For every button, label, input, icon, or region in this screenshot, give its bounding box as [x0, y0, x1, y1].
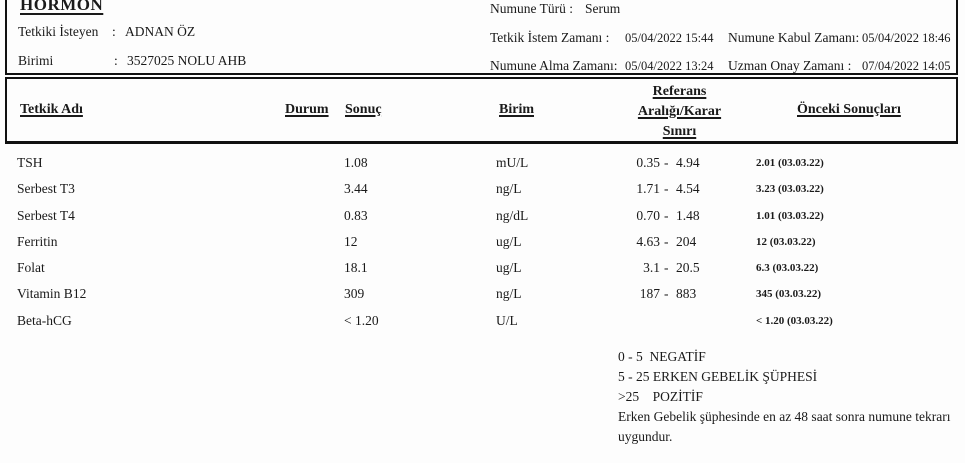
ref-low: 0.35 — [636, 155, 660, 170]
results-table: TSH 1.08 mU/L 0.35 - 4.94 2.01 (03.03.22… — [0, 150, 965, 334]
approval-time-label: Uzman Onay Zamanı : — [728, 58, 852, 73]
ref-dash: - — [664, 181, 669, 197]
ref-high: 4.54 — [676, 181, 700, 197]
requester-value: ADNAN ÖZ — [125, 24, 196, 39]
table-row: Beta-hCG < 1.20 U/L < 1.20 (03.03.22) — [0, 308, 965, 334]
sample-type-label: Numune Türü : — [490, 1, 573, 16]
ref-low: 4.63 — [636, 233, 660, 249]
accept-time-value: 05/04/2022 18:46 — [862, 31, 951, 45]
test-name: Beta-hCG — [17, 312, 72, 328]
test-result: 0.83 — [344, 207, 368, 223]
table-row: Folat 18.1 ug/L 3.1 - 20.5 6.3 (03.03.22… — [0, 255, 965, 281]
test-name: Vitamin B12 — [17, 286, 87, 302]
test-name: Serbest T4 — [17, 207, 75, 223]
previous-result: < 1.20 (03.03.22) — [756, 314, 833, 327]
table-header-box: Tetkik Adı Durum Sonuç Birim Referans Ar… — [5, 77, 958, 144]
ref-dash: - — [664, 260, 669, 276]
approval-time-value: 07/04/2022 14:05 — [862, 59, 951, 73]
column-reference-line1: Referans — [652, 84, 707, 99]
test-unit: ng/L — [496, 286, 522, 302]
column-reference: Referans Aralığı/Karar Sınırı — [602, 82, 757, 142]
ref-dash: - — [664, 155, 669, 170]
ref-high: 1.48 — [676, 207, 700, 223]
request-time-label: Tetkik İstem Zamanı : — [490, 30, 610, 45]
test-unit: mU/L — [496, 155, 529, 170]
test-result: 18.1 — [344, 260, 368, 276]
test-unit: ng/L — [496, 181, 522, 197]
ref-low: 1.71 — [636, 181, 660, 197]
test-name: Ferritin — [17, 233, 58, 249]
previous-result: 345 (03.03.22) — [756, 288, 822, 301]
test-unit: ug/L — [496, 260, 522, 276]
test-unit: ug/L — [496, 233, 522, 249]
previous-result: 1.01 (03.03.22) — [756, 209, 824, 222]
column-status: Durum — [285, 102, 329, 117]
column-reference-line3: Sınırı — [662, 124, 697, 139]
test-result: 3.44 — [344, 181, 368, 197]
table-row: Vitamin B12 309 ng/L 187 - 883 345 (03.0… — [0, 281, 965, 307]
test-name: Serbest T3 — [17, 181, 75, 197]
note-positive: >25 POZİTİF — [618, 389, 703, 404]
ref-high: 20.5 — [676, 260, 700, 276]
ref-dash: - — [664, 207, 669, 223]
report-header-box: HORMON Tetkiki İsteyen : ADNAN ÖZ Birimi… — [5, 0, 958, 75]
sample-type-value: Serum — [585, 1, 621, 16]
table-row: TSH 1.08 mU/L 0.35 - 4.94 2.01 (03.03.22… — [0, 150, 965, 176]
requester-colon: : — [112, 24, 116, 39]
request-time-value: 05/04/2022 15:44 — [625, 31, 714, 45]
ref-dash: - — [664, 233, 669, 249]
unit-label: Birimi — [18, 53, 54, 68]
beta-hcg-notes: 0 - 5 NEGATİF 5 - 25 ERKEN GEBELİK ŞÜPHE… — [618, 347, 952, 447]
accept-time-label: Numune Kabul Zamanı: — [728, 30, 860, 45]
column-previous-results: Önceki Sonuçları — [797, 102, 901, 117]
test-unit: U/L — [496, 312, 518, 328]
test-name: TSH — [17, 155, 43, 170]
test-result: < 1.20 — [344, 312, 379, 328]
table-row: Serbest T4 0.83 ng/dL 0.70 - 1.48 1.01 (… — [0, 203, 965, 229]
ref-dash: - — [664, 286, 669, 302]
report-title: HORMON — [20, 0, 104, 14]
table-row: Serbest T3 3.44 ng/L 1.71 - 4.54 3.23 (0… — [0, 176, 965, 202]
previous-result: 12 (03.03.22) — [756, 235, 816, 248]
test-result: 309 — [344, 286, 365, 302]
test-name: Folat — [17, 260, 45, 276]
previous-result: 3.23 (03.03.22) — [756, 183, 824, 196]
ref-high: 883 — [676, 286, 697, 302]
test-result: 12 — [344, 233, 358, 249]
ref-high: 4.94 — [676, 155, 700, 170]
previous-result: 6.3 (03.03.22) — [756, 262, 819, 275]
note-repeat-advice: Erken Gebelik şüphesinde en az 48 saat s… — [618, 409, 954, 444]
note-negative: 0 - 5 NEGATİF — [618, 349, 706, 364]
ref-low: 0.70 — [636, 207, 660, 223]
test-result: 1.08 — [344, 155, 368, 170]
collection-time-label: Numune Alma Zamanı: — [490, 58, 618, 73]
ref-high: 204 — [676, 233, 697, 249]
unit-value: 3527025 NOLU AHB — [127, 53, 247, 68]
ref-low: 3.1 — [643, 260, 660, 276]
unit-colon: : — [114, 53, 118, 68]
requester-label: Tetkiki İsteyen — [18, 24, 99, 39]
column-result: Sonuç — [345, 102, 382, 117]
column-unit: Birim — [499, 102, 534, 117]
test-unit: ng/dL — [496, 207, 529, 223]
column-reference-line2: Aralığı/Karar — [637, 104, 722, 119]
column-test-name: Tetkik Adı — [20, 102, 83, 117]
table-row: Ferritin 12 ug/L 4.63 - 204 12 (03.03.22… — [0, 229, 965, 255]
collection-time-value: 05/04/2022 13:24 — [625, 59, 714, 73]
previous-result: 2.01 (03.03.22) — [756, 157, 824, 169]
note-early-pregnancy: 5 - 25 ERKEN GEBELİK ŞÜPHESİ — [618, 369, 818, 384]
ref-low: 187 — [639, 286, 660, 302]
